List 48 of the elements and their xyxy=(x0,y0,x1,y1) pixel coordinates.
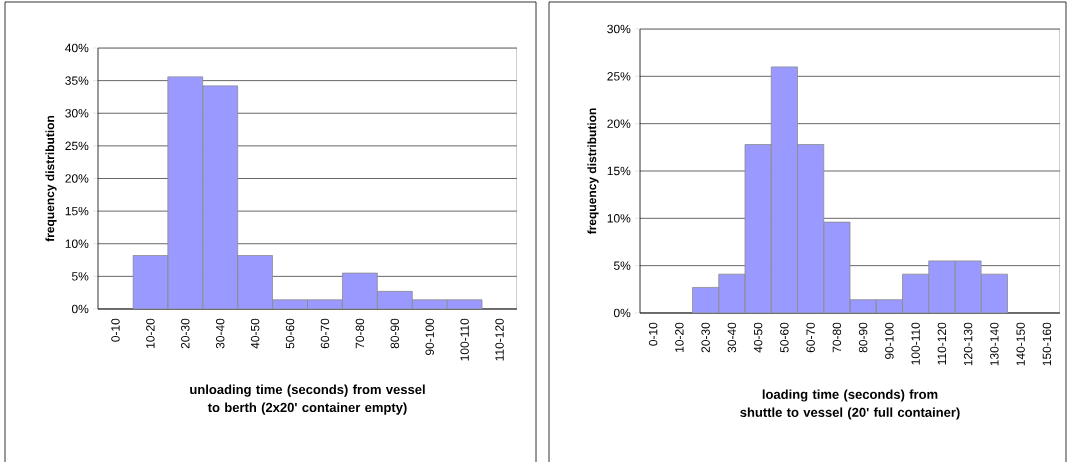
x-tick-label: 120-130 xyxy=(963,322,973,366)
x-tick-label: 0-10 xyxy=(111,318,120,342)
x-tick-label: 140-150 xyxy=(1016,322,1025,366)
y-tick-label: 10% xyxy=(65,239,89,248)
x-tick-label: 110-120 xyxy=(937,322,947,365)
x-tick-label: 0-10 xyxy=(648,322,658,346)
x-tick-label: 30-40 xyxy=(215,318,225,349)
x-tick-label: 70-80 xyxy=(355,318,365,349)
x-axis-title: unloading time (seconds) from vessel to berth (2x20' container empty) xyxy=(190,384,425,415)
x-tick-label: 100-110 xyxy=(460,318,469,361)
x-tick-label: 90-100 xyxy=(885,322,894,359)
x-tick-label: 80-90 xyxy=(858,322,868,353)
y-tick-label: 25% xyxy=(65,141,89,151)
x-tick-label: 90-100 xyxy=(425,318,434,355)
x-tick-label: 50-60 xyxy=(285,318,295,349)
x-tick-label: 60-70 xyxy=(806,322,815,353)
y-tick-label: 0% xyxy=(71,304,89,314)
y-tick-label: 0% xyxy=(613,308,631,318)
y-tick-label: 30% xyxy=(65,109,89,118)
y-tick-label: 35% xyxy=(65,76,89,85)
x-tick-label: 60-70 xyxy=(320,318,330,349)
y-tick-label: 5% xyxy=(613,261,631,270)
y-tick-label: 20% xyxy=(65,174,89,183)
y-tick-label: 25% xyxy=(607,72,631,81)
y-tick-label: 15% xyxy=(65,206,89,216)
x-tick-label: 150-160 xyxy=(1042,322,1052,366)
x-tick-label: 40-50 xyxy=(250,318,260,349)
x-tick-label: 50-60 xyxy=(780,322,789,353)
x-tick-label: 70-80 xyxy=(832,322,842,353)
y-tick-label: 5% xyxy=(71,272,89,281)
y-axis-title: frequency distribution xyxy=(587,108,599,235)
y-tick-label: 10% xyxy=(607,214,631,223)
x-tick-label: 30-40 xyxy=(727,322,737,353)
x-tick-label: 10-20 xyxy=(675,322,684,352)
y-tick-label: 20% xyxy=(607,119,631,128)
x-tick-label: 20-30 xyxy=(701,322,710,353)
x-tick-label: 10-20 xyxy=(146,318,155,348)
y-tick-label: 15% xyxy=(607,166,631,176)
x-tick-label: 100-110 xyxy=(911,322,920,365)
x-tick-label: 80-90 xyxy=(390,318,400,349)
x-axis-title: loading time (seconds) from shuttle to vessel (20' full container) xyxy=(740,389,960,420)
x-tick-label: 130-140 xyxy=(990,322,999,366)
y-tick-label: 30% xyxy=(607,24,631,34)
x-tick-label: 20-30 xyxy=(181,318,190,349)
x-tick-label: 110-120 xyxy=(495,318,504,361)
y-tick-label: 40% xyxy=(65,43,89,53)
y-axis-title: frequency distribution xyxy=(45,115,57,242)
x-tick-label: 40-50 xyxy=(753,322,763,353)
